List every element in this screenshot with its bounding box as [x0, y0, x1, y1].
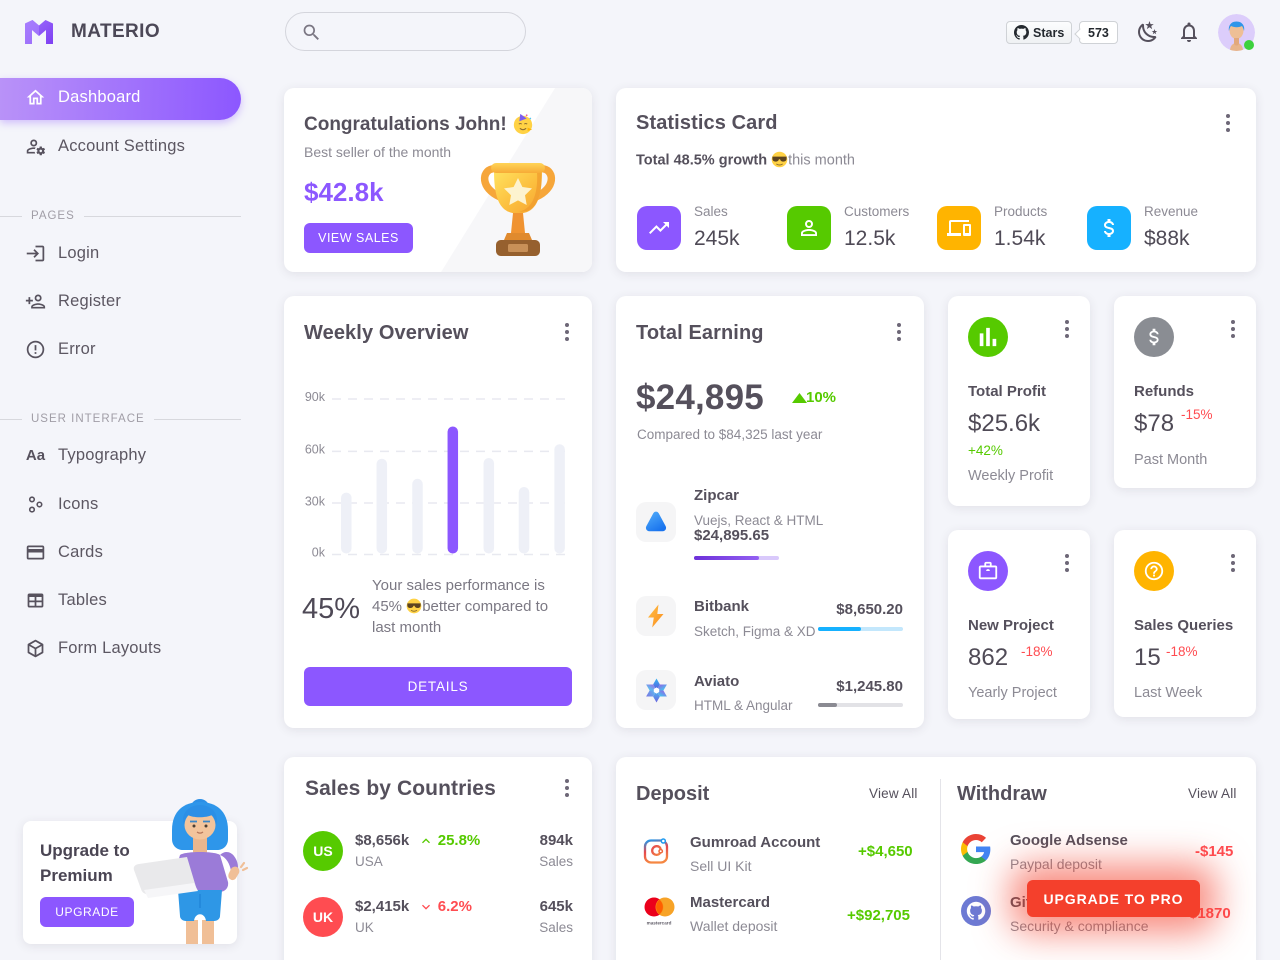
svg-text:mastercard: mastercard	[647, 921, 672, 926]
svg-text:90k: 90k	[305, 392, 326, 404]
svg-text:60k: 60k	[305, 443, 326, 457]
svg-text:30k: 30k	[305, 495, 326, 509]
svg-text:0k: 0k	[312, 546, 326, 560]
